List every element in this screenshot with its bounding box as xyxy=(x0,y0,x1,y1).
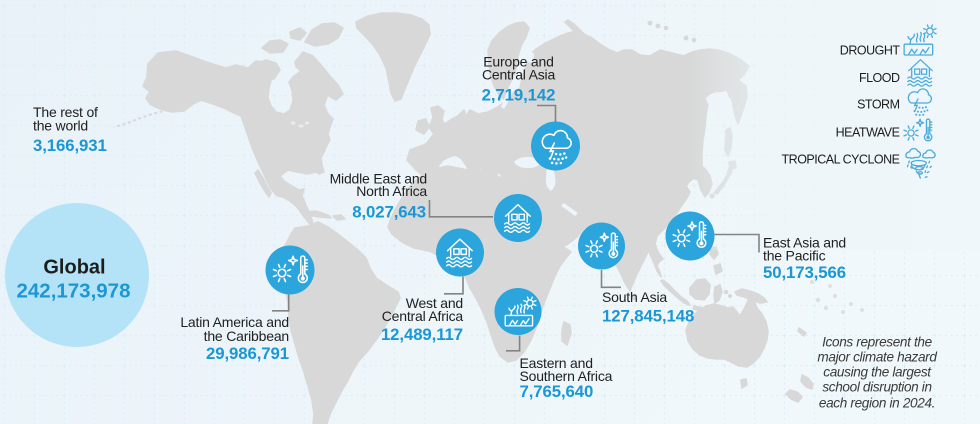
svg-text:North Africa: North Africa xyxy=(356,183,427,199)
svg-text:8,027,643: 8,027,643 xyxy=(352,202,426,221)
svg-text:Southern Africa: Southern Africa xyxy=(520,368,613,384)
svg-text:East Asia and: East Asia and xyxy=(763,235,846,251)
svg-text:the Caribbean: the Caribbean xyxy=(204,328,289,344)
svg-text:Latin America and: Latin America and xyxy=(180,314,289,330)
svg-text:the world: the world xyxy=(33,118,88,134)
svg-text:7,765,640: 7,765,640 xyxy=(520,382,594,401)
svg-text:The rest of: The rest of xyxy=(33,104,98,120)
svg-text:127,845,148: 127,845,148 xyxy=(602,307,694,326)
svg-text:242,173,978: 242,173,978 xyxy=(16,280,130,303)
svg-text:major climate hazard: major climate hazard xyxy=(817,350,937,365)
svg-text:12,489,117: 12,489,117 xyxy=(381,325,463,344)
svg-text:each region in 2024.: each region in 2024. xyxy=(819,396,935,411)
svg-text:Europe and: Europe and xyxy=(483,53,553,69)
svg-text:Central Asia: Central Asia xyxy=(482,67,555,83)
svg-text:Global: Global xyxy=(43,257,105,279)
svg-text:HEATWAVE: HEATWAVE xyxy=(836,125,900,139)
svg-text:Middle East and: Middle East and xyxy=(330,170,427,186)
svg-text:causing the largest: causing the largest xyxy=(823,364,932,379)
svg-text:3,166,931: 3,166,931 xyxy=(33,136,107,155)
svg-text:50,173,566: 50,173,566 xyxy=(763,263,846,282)
svg-text:Central Africa: Central Africa xyxy=(382,308,464,324)
svg-text:29,986,791: 29,986,791 xyxy=(206,344,289,363)
svg-text:school disruption in: school disruption in xyxy=(822,380,931,395)
svg-text:STORM: STORM xyxy=(857,98,899,112)
svg-text:West and: West and xyxy=(406,295,463,311)
svg-text:TROPICAL CYCLONE: TROPICAL CYCLONE xyxy=(782,153,900,167)
svg-text:DROUGHT: DROUGHT xyxy=(840,44,901,58)
svg-text:the Pacific: the Pacific xyxy=(763,247,826,263)
svg-text:2,719,142: 2,719,142 xyxy=(482,85,556,104)
svg-text:South Asia: South Asia xyxy=(602,289,667,305)
svg-text:Eastern and: Eastern and xyxy=(520,355,593,371)
svg-text:FLOOD: FLOOD xyxy=(859,71,900,85)
svg-text:Icons represent the: Icons represent the xyxy=(822,335,933,350)
